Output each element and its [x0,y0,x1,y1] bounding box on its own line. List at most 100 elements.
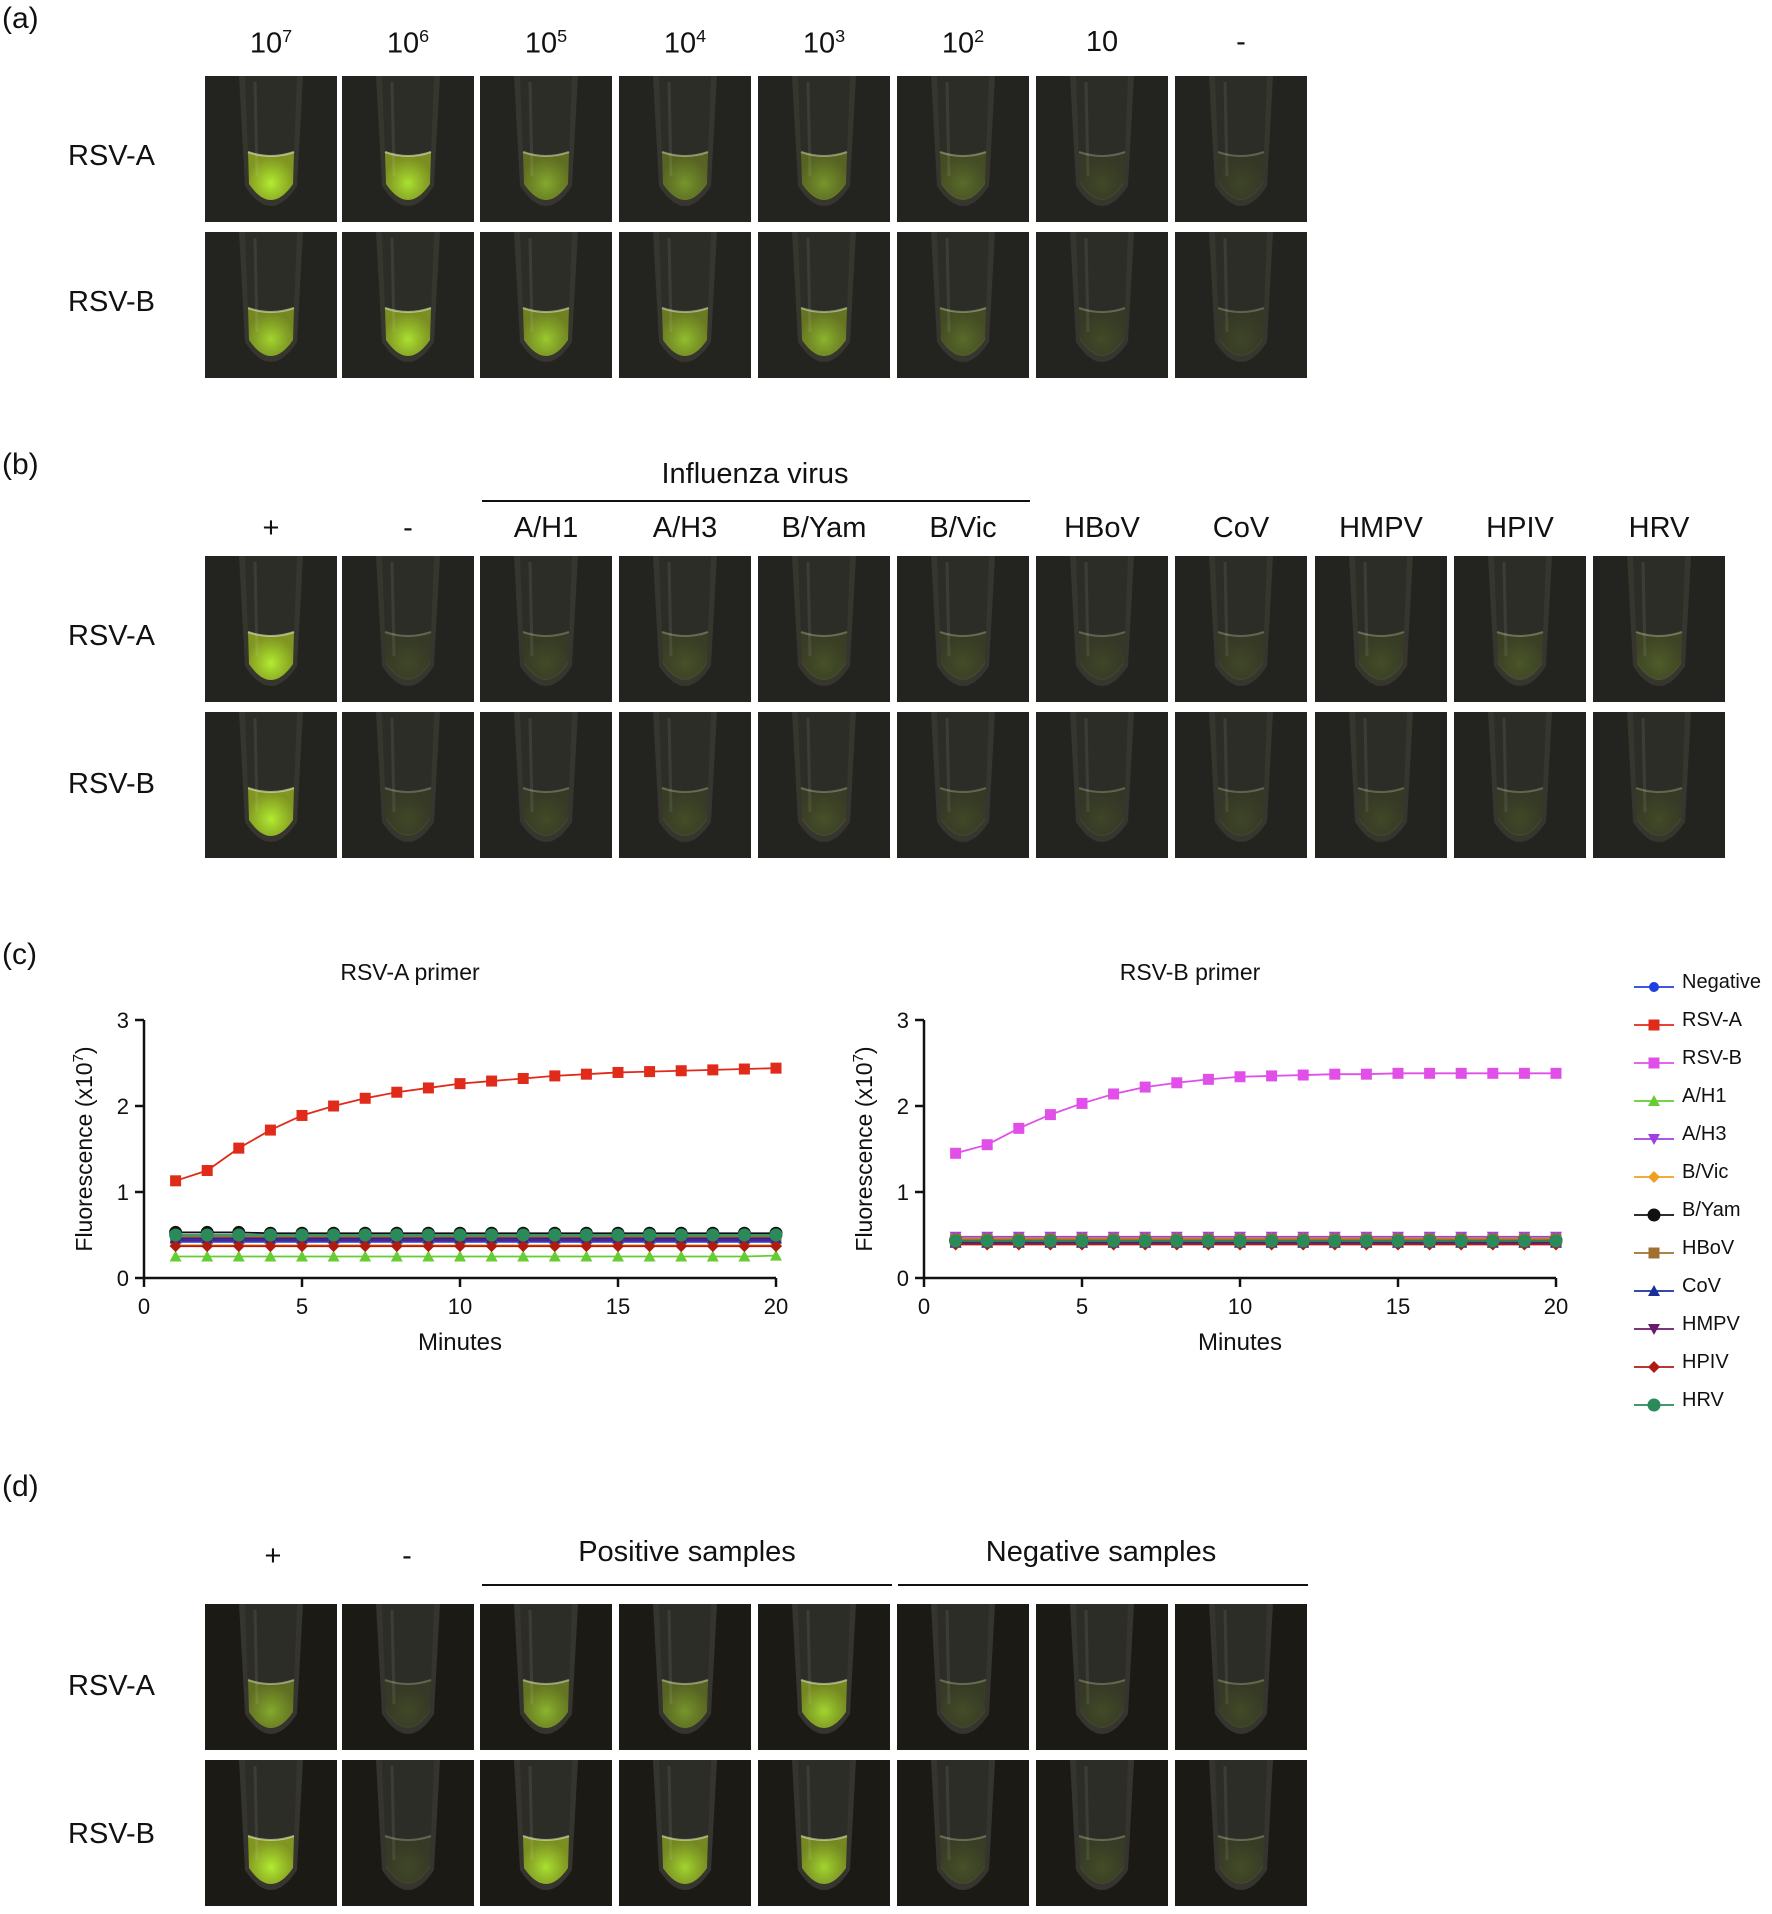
panel-b-tube [1315,556,1447,702]
panel-a-col-label: - [1236,26,1246,58]
data-point [169,1228,183,1242]
panel-b-tube [1593,712,1725,858]
negative-samples-label: Negative samples [985,1536,1217,1568]
panel-d-row-label-rsv-a: RSV-A [68,1670,156,1702]
panel-a-tube [1036,232,1168,378]
legend-item-cov: CoV [1624,1272,1764,1310]
legend-item-hbov: HBoV [1624,1234,1764,1272]
legend-label: A/H3 [1682,1123,1727,1145]
data-point [516,1228,530,1242]
data-point [706,1250,719,1262]
panel-a-col-label: 102 [941,26,985,60]
data-point [1171,1077,1183,1089]
rsv-a-primer-x-tick-label: 10 [448,1294,472,1319]
panel-a-tube [480,76,612,222]
data-point [327,1250,340,1262]
panel-b-tube [480,556,612,702]
data-point [1012,1234,1026,1248]
legend-item-rsv-b: RSV-B [1624,1044,1764,1082]
data-point [390,1250,403,1262]
panel-a-tube [205,76,337,222]
panel-a-col-label: 106 [386,26,430,60]
panel-a-tube [480,232,612,378]
panel-a-row-label-rsv-a: RSV-A [68,140,156,172]
data-point [1108,1088,1120,1100]
influenza-group-line [482,500,1030,502]
panel-b-tube [205,712,337,858]
rsv-b-primer-y-axis-label: Fluorescence (x107) [850,1046,877,1251]
data-point [359,1250,372,1262]
data-point [1549,1234,1563,1248]
legend-swatch [1634,1019,1674,1031]
data-point [675,1240,688,1253]
panel-b-tube [1593,556,1725,702]
data-point [643,1250,656,1262]
panel-a-col-label: 105 [524,26,568,60]
data-point [1360,1068,1372,1080]
positive-samples-line [482,1584,892,1586]
panel-d-tube [897,1604,1029,1750]
data-point [201,1165,213,1176]
data-point [1076,1097,1088,1109]
legend-swatch [1634,1171,1674,1183]
series-line [175,1254,777,1258]
data-point [454,1250,466,1262]
rsv-a-primer-series-a-h1 [169,1249,782,1262]
data-point [611,1228,625,1242]
panel-b-tube [342,556,474,702]
legend-swatch [1634,1361,1674,1373]
rsv-b-primer-chart-title: RSV-B primer [1120,959,1261,985]
data-point [1424,1067,1436,1079]
panel-a-label: (a) [2,2,39,35]
data-point [738,1063,750,1075]
rsv-a-primer-x-axis-label: Minutes [418,1329,502,1356]
data-point [359,1092,371,1104]
legend-marker [1648,1019,1660,1031]
legend-marker [1648,1134,1660,1145]
data-point [263,1228,277,1242]
panel-b-col-label: B/Yam [781,512,867,544]
panel-b-tube [1175,556,1307,702]
panel-d-tube [205,1604,337,1750]
data-point [675,1250,688,1262]
data-point [706,1240,719,1253]
panel-b-col-label: - [403,512,413,544]
rsv-a-primer-x-tick-label: 0 [138,1294,150,1319]
data-point [770,1062,782,1074]
data-point [296,1109,308,1121]
data-point [1487,1067,1499,1079]
legend-marker [1648,1057,1660,1069]
rsv-b-primer-series-hrv [949,1234,1563,1248]
legend-swatch [1634,1057,1674,1069]
data-point [580,1068,592,1080]
panel-d-tube [619,1604,751,1750]
legend-swatch [1634,982,1674,992]
panel-d-tube [897,1760,1029,1906]
data-point [327,1240,340,1253]
data-point [738,1250,751,1262]
rsv-a-primer-y-axis-label: Fluorescence (x107) [70,1046,97,1251]
data-point [1359,1234,1373,1248]
data-point [1518,1067,1530,1079]
data-point [201,1250,214,1262]
data-point [486,1075,498,1087]
data-point [549,1070,561,1082]
data-point [391,1086,403,1098]
data-point [517,1250,530,1262]
data-point [358,1228,372,1242]
panel-c-label: (c) [2,938,37,971]
legend-label: RSV-A [1682,1009,1743,1031]
data-point [1486,1234,1500,1248]
panel-b-tube [619,712,751,858]
data-point [1266,1070,1278,1082]
rsv-b-primer-y-tick-label: 2 [897,1094,909,1119]
rsv-a-primer-x-tick-label: 20 [764,1294,788,1319]
panel-d-row-label-rsv-b: RSV-B [68,1818,156,1850]
data-point [169,1240,182,1253]
panel-d-tube [1036,1604,1168,1750]
panel-d-col-label-negative-control: - [402,1540,412,1572]
panel-d-col-label-positive-control: + [264,1540,282,1572]
panel-b-col-label: HBoV [1064,512,1140,544]
panel-a-row-label-rsv-b: RSV-B [68,286,156,318]
data-point [1202,1073,1214,1085]
